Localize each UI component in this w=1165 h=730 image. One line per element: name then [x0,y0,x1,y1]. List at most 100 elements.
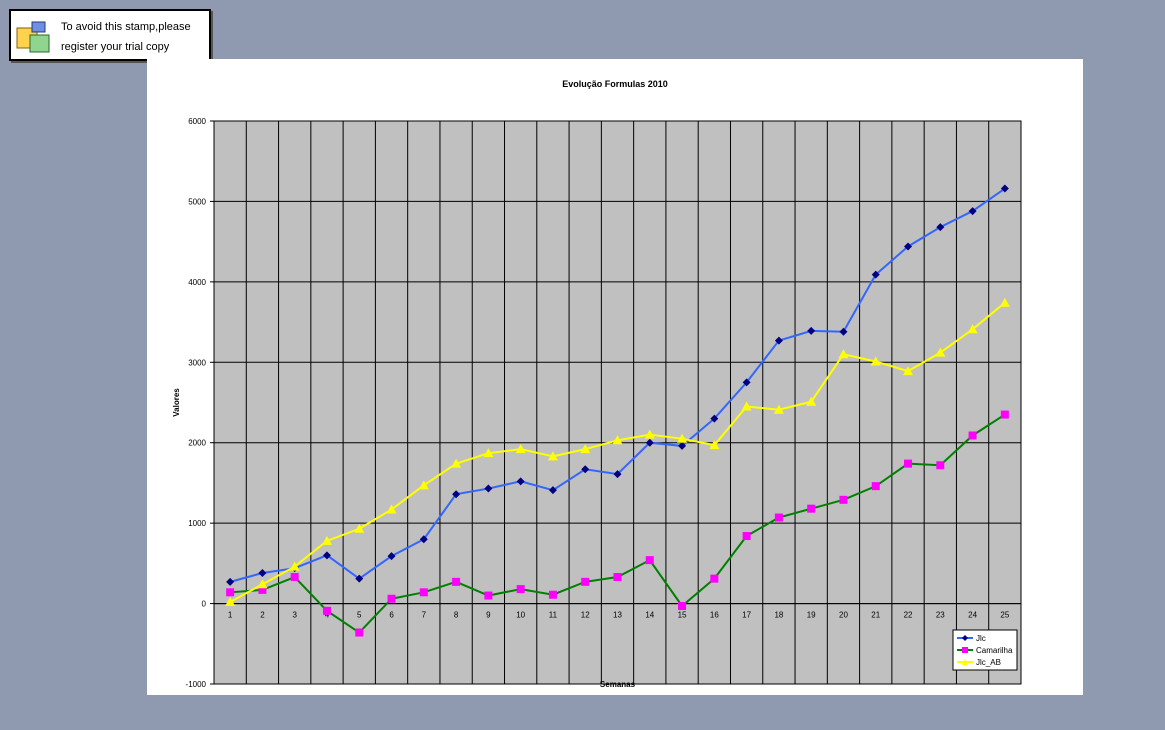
data-point-camarilha [355,628,364,637]
data-point-camarilha [322,606,331,615]
x-tick-label: 17 [742,611,751,620]
data-point-jlc [710,414,719,423]
y-tick-label: -1000 [186,680,207,689]
y-tick-label: 1000 [188,519,206,528]
data-point-jlc-ab [547,451,558,461]
chart-legend: Jlc Camarilha Jlc_AB [952,629,1018,671]
data-point-jlc [839,327,848,336]
x-tick-label: 13 [613,611,622,620]
data-point-jlc [904,242,913,251]
x-tick-label: 4 [325,611,330,620]
x-tick-label: 9 [486,611,491,620]
data-point-camarilha [936,461,945,470]
data-point-jlc [419,535,428,544]
data-point-camarilha [226,588,235,597]
x-axis-ticks: 1 2 3 4 5 6 7 8 9 10 11 12 13 14 15 16 17 18 19 20 21 22 23 24 2… [214,603,1021,620]
x-tick-label: 18 [774,611,783,620]
data-point-camarilha [968,431,977,440]
legend-label-jlc: Jlc [976,634,986,643]
x-tick-label: 22 [904,611,913,620]
data-point-jlc [871,270,880,279]
data-point-jlc-ab [257,579,268,589]
data-point-jlc-ab [386,504,397,514]
data-point-jlc [484,484,493,493]
y-tick-label: 2000 [188,439,206,448]
data-point-camarilha [581,577,590,586]
x-tick-label: 24 [968,611,977,620]
legend-label-jlc-ab: Jlc_AB [976,658,1001,667]
legend-marker-jlc [962,635,968,641]
data-point-jlc [226,577,235,586]
data-point-jlc [581,465,590,474]
data-point-jlc-ab [354,523,365,533]
x-tick-label: 10 [516,611,525,620]
data-point-jlc [645,438,654,447]
x-tick-label: 23 [936,611,945,620]
data-point-jlc-ab [967,324,978,334]
data-point-jlc-ab [741,401,752,411]
line-chart: Evolução Formulas 2010 -1000 0 1000 2000 300… [172,79,1022,689]
data-point-camarilha [452,577,461,586]
y-tick-label: 0 [202,600,207,609]
chart-canvas: Evolução Formulas 2010 -1000 0 1000 2000 300… [147,59,1083,695]
data-point-camarilha [516,585,525,594]
data-point-camarilha [678,601,687,610]
data-point-jlc-ab [773,404,784,414]
series-camarilha [226,410,1009,637]
data-point-camarilha [871,482,880,491]
data-point-jlc [807,326,816,335]
series-group [225,184,1010,637]
data-point-camarilha [613,573,622,582]
x-tick-label: 14 [645,611,654,620]
data-point-jlc-ab [451,458,462,468]
trial-stamp: To avoid this stamp,please register your… [9,9,211,61]
x-tick-label: 8 [454,611,459,620]
data-point-camarilha [484,591,493,600]
data-point-camarilha [904,459,913,468]
data-point-jlc-ab [935,347,946,357]
data-point-camarilha [742,532,751,541]
x-tick-label: 21 [871,611,880,620]
data-point-jlc-ab [870,356,881,366]
data-point-jlc-ab [418,480,429,490]
data-point-camarilha [258,585,267,594]
stamp-text-line2: register your trial copy [61,41,170,53]
data-point-jlc [258,569,267,578]
data-point-jlc [742,378,751,387]
y-tick-label: 6000 [188,117,206,126]
series-jlc [226,184,1009,586]
data-point-jlc-ab [677,433,688,443]
gridlines [213,120,1022,685]
y-axis-label: Valores [172,388,181,417]
y-tick-label: 4000 [188,278,206,287]
data-point-jlc-ab [483,448,494,458]
data-point-jlc-ab [709,440,720,450]
series-jlc-ab [225,297,1010,606]
x-tick-label: 1 [228,611,233,620]
data-point-jlc [322,551,331,560]
data-point-camarilha [645,556,654,565]
data-point-jlc-ab [612,435,623,445]
data-point-camarilha [548,590,557,599]
data-point-jlc [1000,184,1009,193]
data-point-jlc-ab [644,429,655,439]
data-point-camarilha [387,594,396,603]
data-point-jlc [516,477,525,486]
data-point-jlc-ab [999,297,1010,307]
data-point-jlc [452,490,461,499]
x-tick-label: 19 [807,611,816,620]
data-point-jlc-ab [225,596,236,606]
x-tick-label: 7 [422,611,427,620]
data-point-jlc-ab [515,444,526,454]
data-point-jlc-ab [806,396,817,406]
x-tick-label: 5 [357,611,362,620]
y-axis-ticks: -1000 0 1000 2000 3000 4000 5000 6000 [186,117,214,689]
data-point-camarilha [807,504,816,513]
data-point-jlc [936,223,945,232]
stamp-text-line1: To avoid this stamp,please [61,21,191,33]
data-point-camarilha [419,588,428,597]
stamp-windows-icon [16,21,50,53]
data-point-jlc-ab [321,535,332,545]
chart-title: Evolução Formulas 2010 [562,79,668,89]
data-point-camarilha [774,513,783,522]
